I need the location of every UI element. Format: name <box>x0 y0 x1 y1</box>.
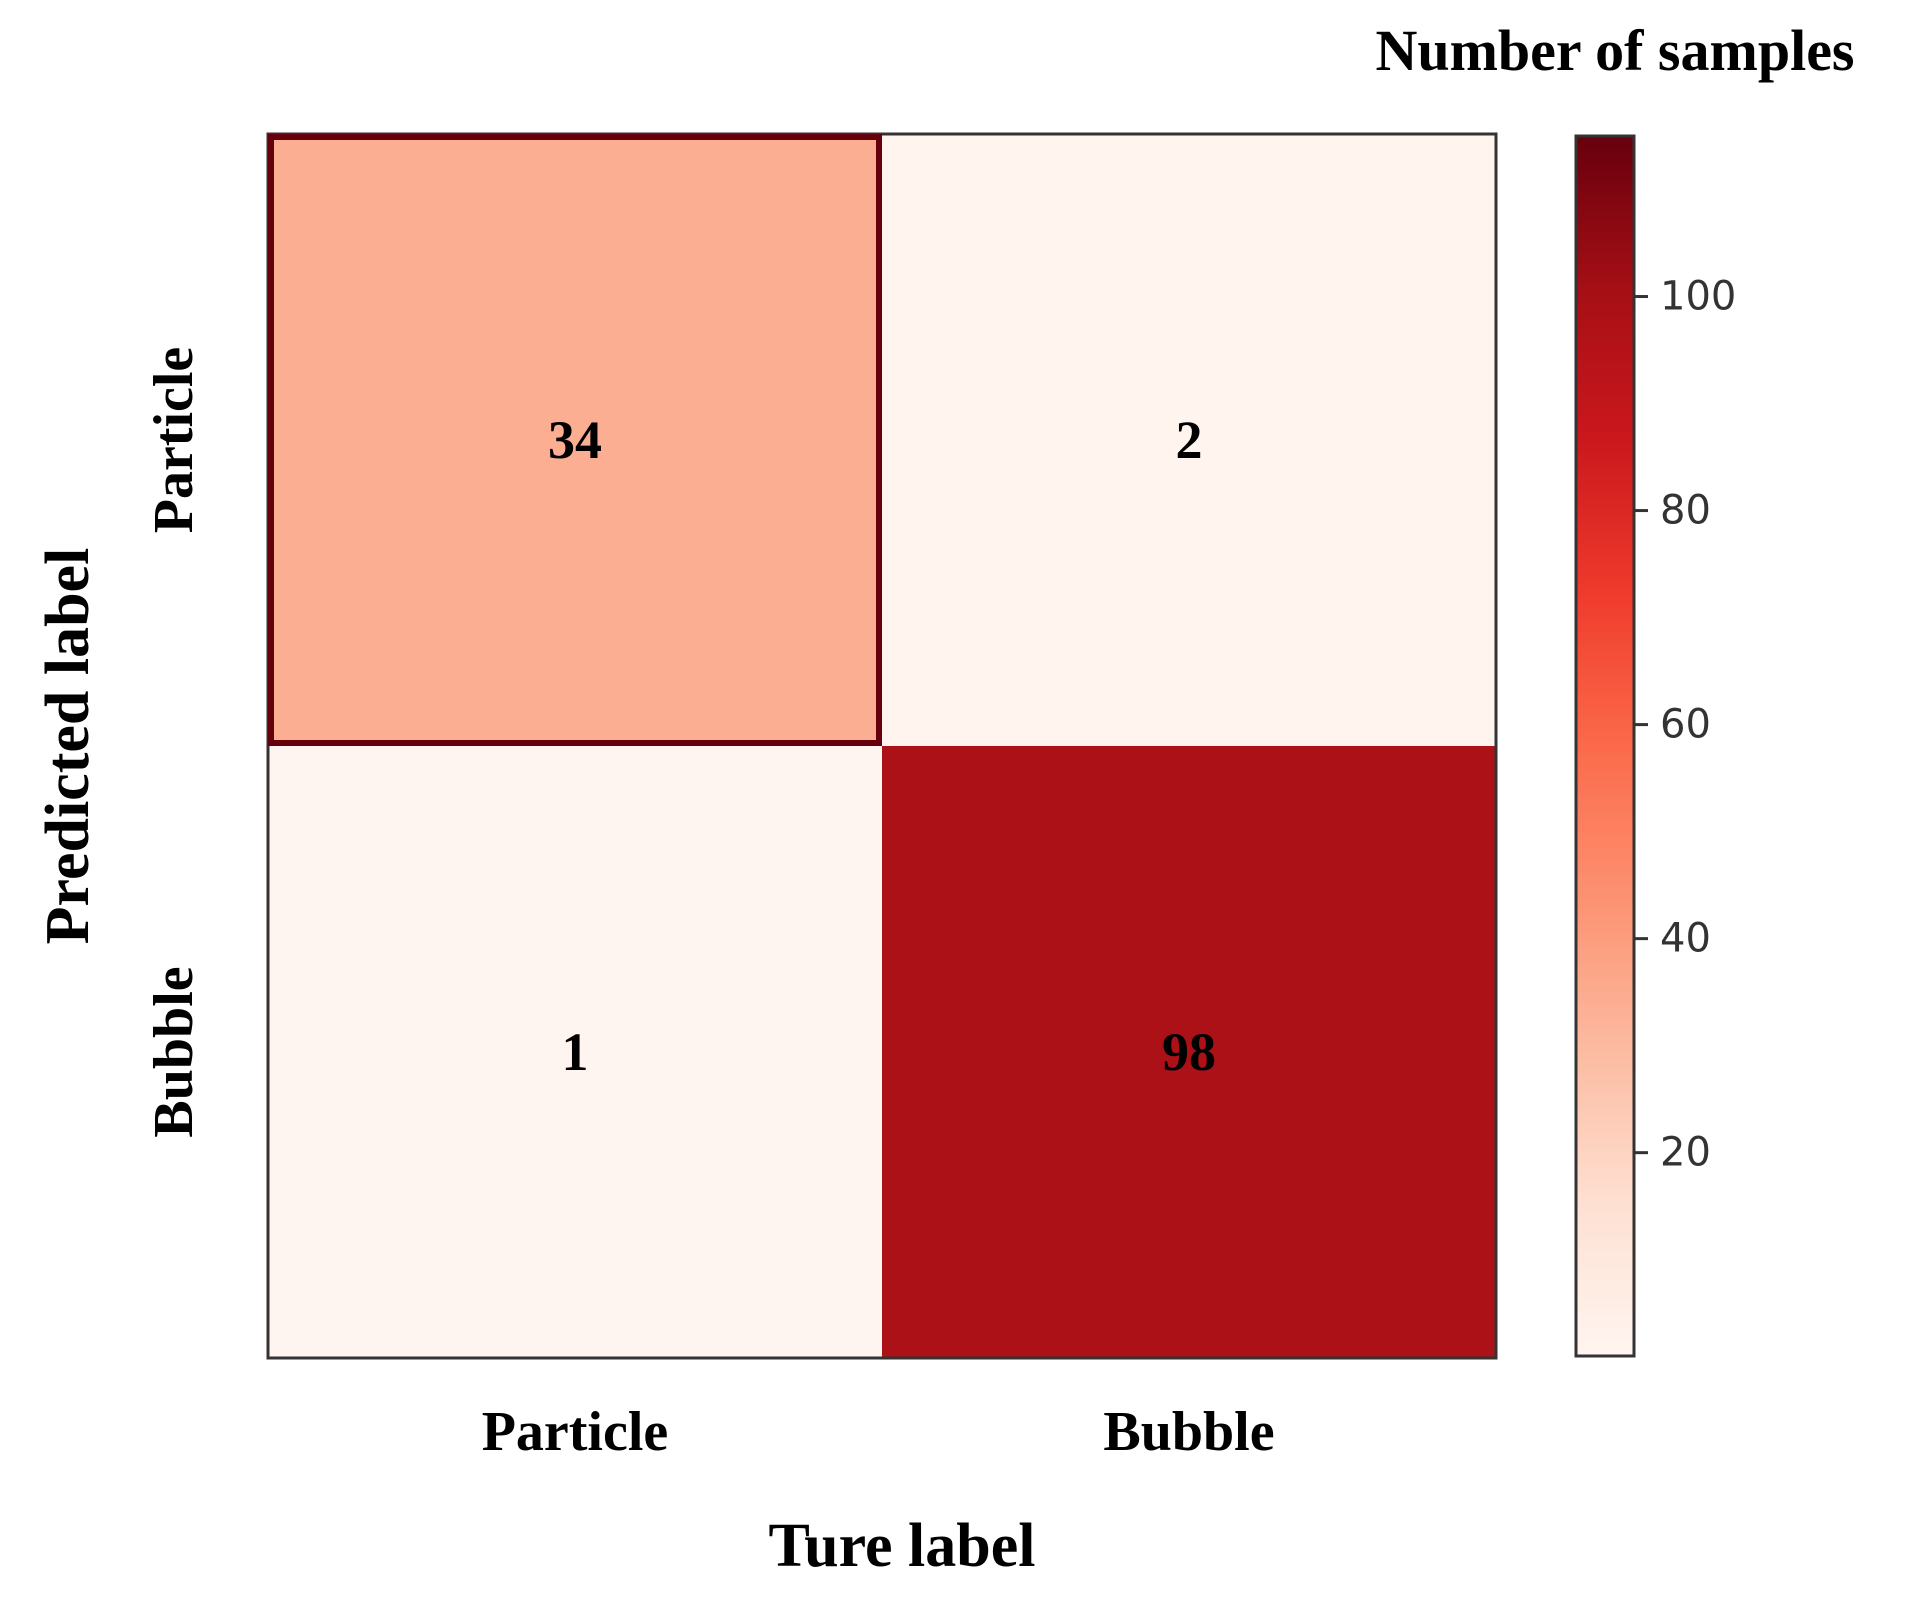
colorbar-tick-label: 100 <box>1660 274 1736 320</box>
matrix-cell-labels: 34 2 1 98 <box>548 410 1216 1082</box>
matrix-cell-bubble-bubble <box>882 746 1496 1358</box>
colorbar-ticks: 20 40 60 80 100 <box>1634 274 1736 1176</box>
colorbar-tick-label: 40 <box>1660 916 1711 962</box>
colorbar-title: Number of samples <box>1375 18 1854 83</box>
matrix-cell-bubble-particle <box>268 746 882 1358</box>
colorbar-tick-label: 80 <box>1660 488 1711 534</box>
x-tick-label-bubble: Bubble <box>1103 1401 1274 1463</box>
highlighted-cell-border <box>268 134 882 746</box>
y-tick-label-particle: Particle <box>143 347 205 534</box>
matrix-cell-particle-bubble <box>882 134 1496 746</box>
cell-value-label: 98 <box>1162 1022 1216 1082</box>
cell-value-label: 2 <box>1176 410 1203 470</box>
x-axis-ticks: Particle Bubble <box>482 1401 1275 1463</box>
cell-value-label: 1 <box>562 1022 589 1082</box>
y-axis-title: Predicted label <box>34 548 102 945</box>
cell-value-label: 34 <box>548 410 602 470</box>
x-axis-title: Ture label <box>768 1512 1035 1580</box>
colorbar-tick-label: 20 <box>1660 1130 1711 1176</box>
y-tick-label-bubble: Bubble <box>143 966 205 1137</box>
y-axis-ticks: Particle Bubble <box>143 347 205 1138</box>
colorbar <box>1574 134 1636 1358</box>
matrix-cell-particle-particle <box>268 134 882 746</box>
matrix-cells <box>268 134 1496 1358</box>
x-tick-label-particle: Particle <box>482 1401 669 1463</box>
colorbar-tick-label: 60 <box>1660 702 1711 748</box>
